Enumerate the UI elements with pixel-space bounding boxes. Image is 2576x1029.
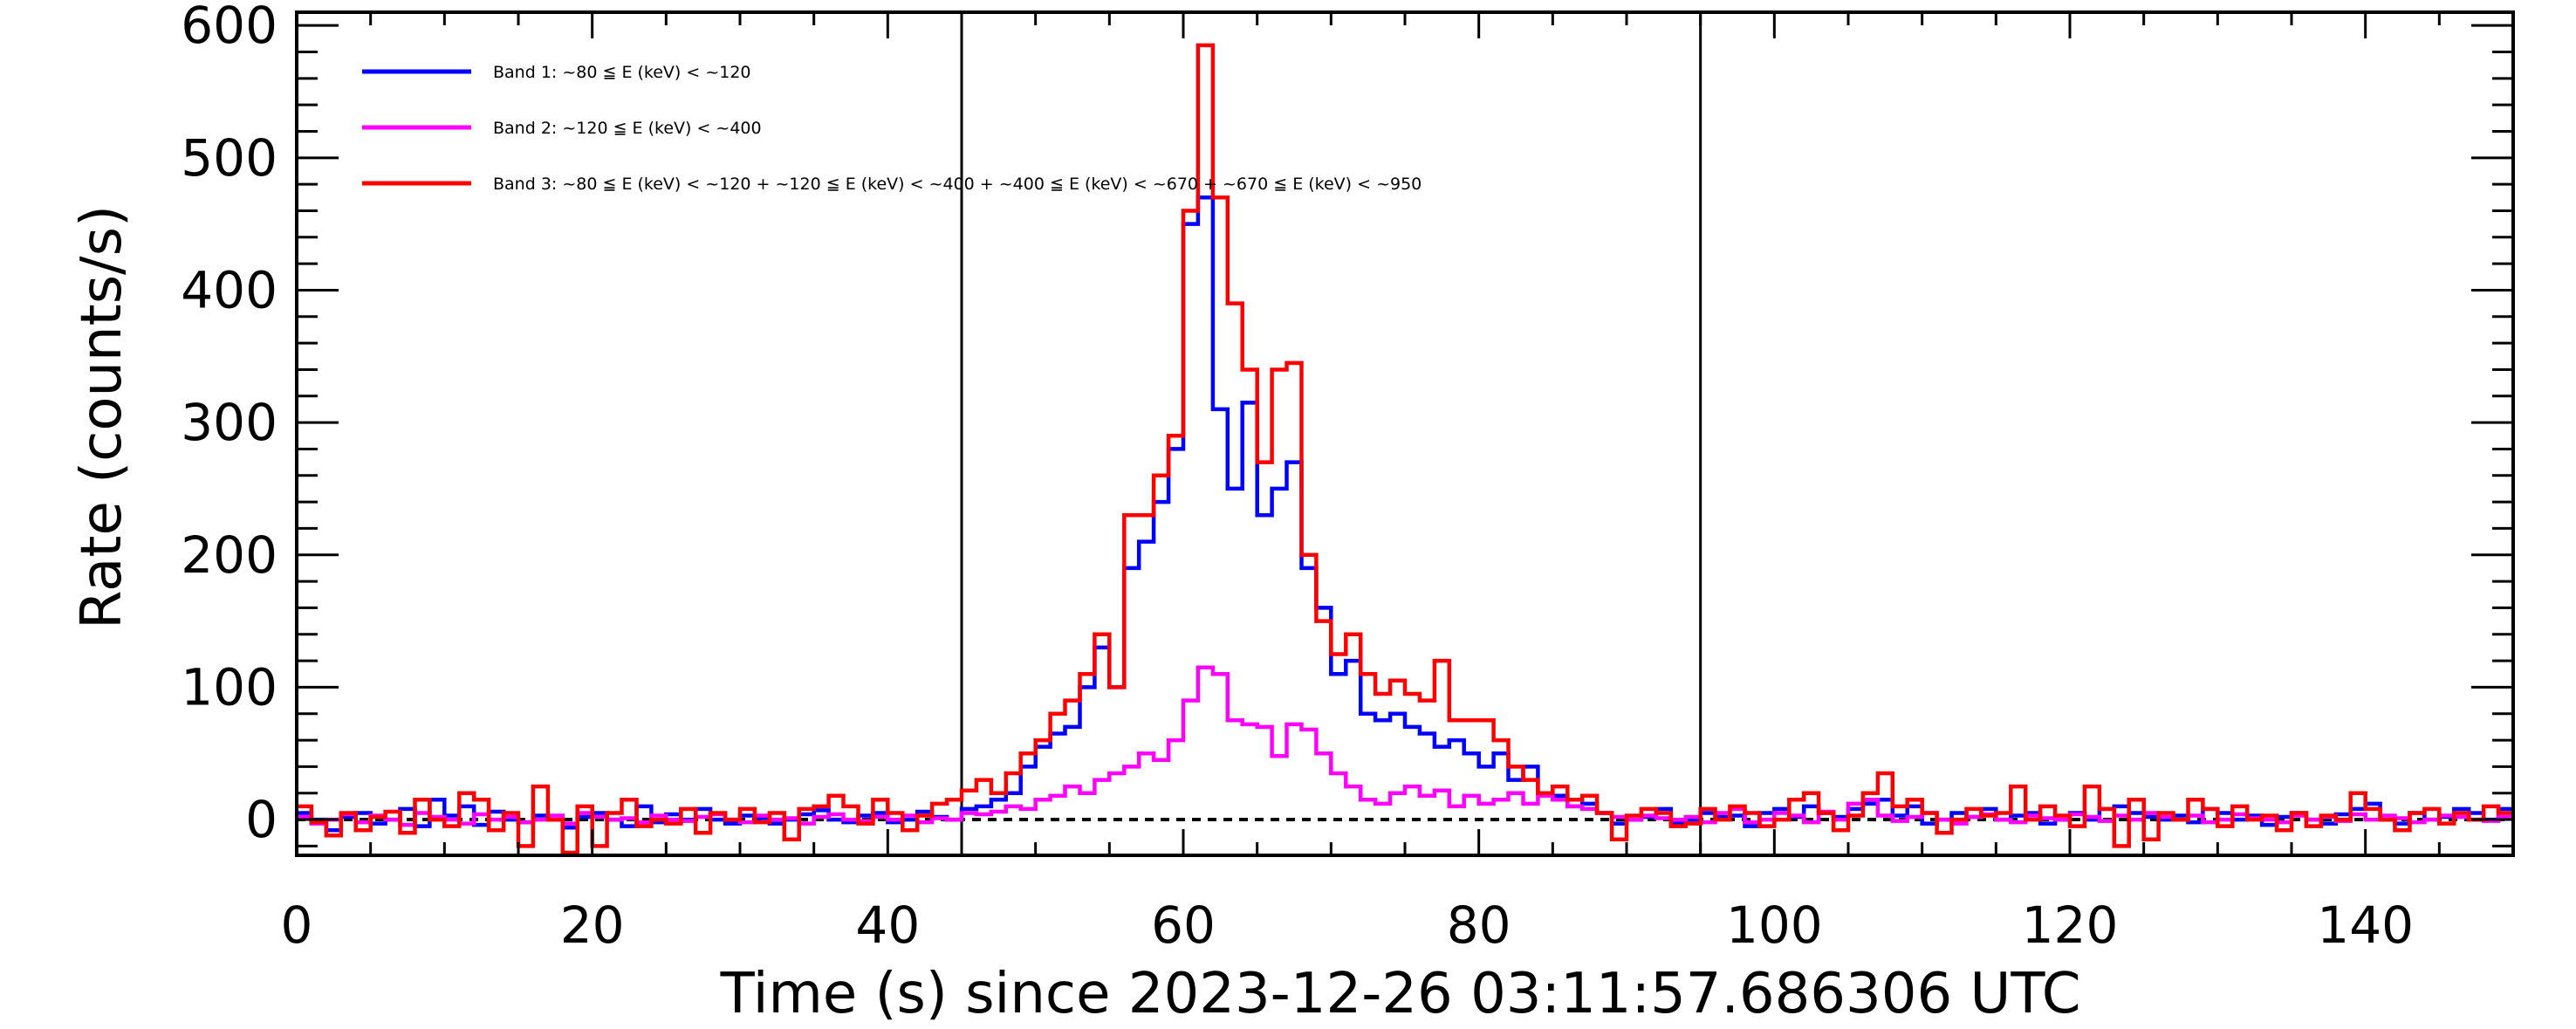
y-axis: 0 100 200 300 400 500 600 xyxy=(181,0,2513,849)
x-tick-label: 40 xyxy=(855,895,920,955)
legend-label-band-3: Band 3: ~80 ≦ E (keV) < ~120 + ~120 ≦ E … xyxy=(493,175,1422,194)
y-axis-title: Rate (counts/s) xyxy=(70,205,134,629)
x-axis-title: Time (s) since 2023-12-26 03:11:57.68630… xyxy=(720,962,2081,1026)
y-tick-label: 400 xyxy=(181,260,277,319)
x-tick-label: 120 xyxy=(2022,895,2119,955)
x-tick-label: 100 xyxy=(1726,895,1823,955)
y-tick-label: 300 xyxy=(181,393,277,452)
x-tick-label: 80 xyxy=(1447,895,1511,955)
x-tick-label: 0 xyxy=(281,895,313,955)
y-tick-label: 600 xyxy=(181,0,277,55)
x-tick-label: 140 xyxy=(2317,895,2414,955)
x-tick-label: 60 xyxy=(1151,895,1216,955)
plot-area xyxy=(297,12,2513,855)
plot-frame xyxy=(295,10,2515,857)
legend: Band 1: ~80 ≦ E (keV) < ~120 Band 2: ~120… xyxy=(362,63,1422,194)
x-tick-label: 20 xyxy=(560,895,625,955)
y-tick-label: 100 xyxy=(181,657,277,717)
y-tick-label: 200 xyxy=(181,525,277,585)
legend-label-band-1: Band 1: ~80 ≦ E (keV) < ~120 xyxy=(493,63,751,82)
series-line-band-3 xyxy=(297,43,2513,855)
x-axis: 0 20 40 60 80 100 120 140 xyxy=(281,12,2515,955)
y-tick-label: 0 xyxy=(245,790,277,849)
legend-label-band-2: Band 2: ~120 ≦ E (keV) < ~400 xyxy=(493,119,762,138)
y-tick-label: 500 xyxy=(181,128,277,188)
